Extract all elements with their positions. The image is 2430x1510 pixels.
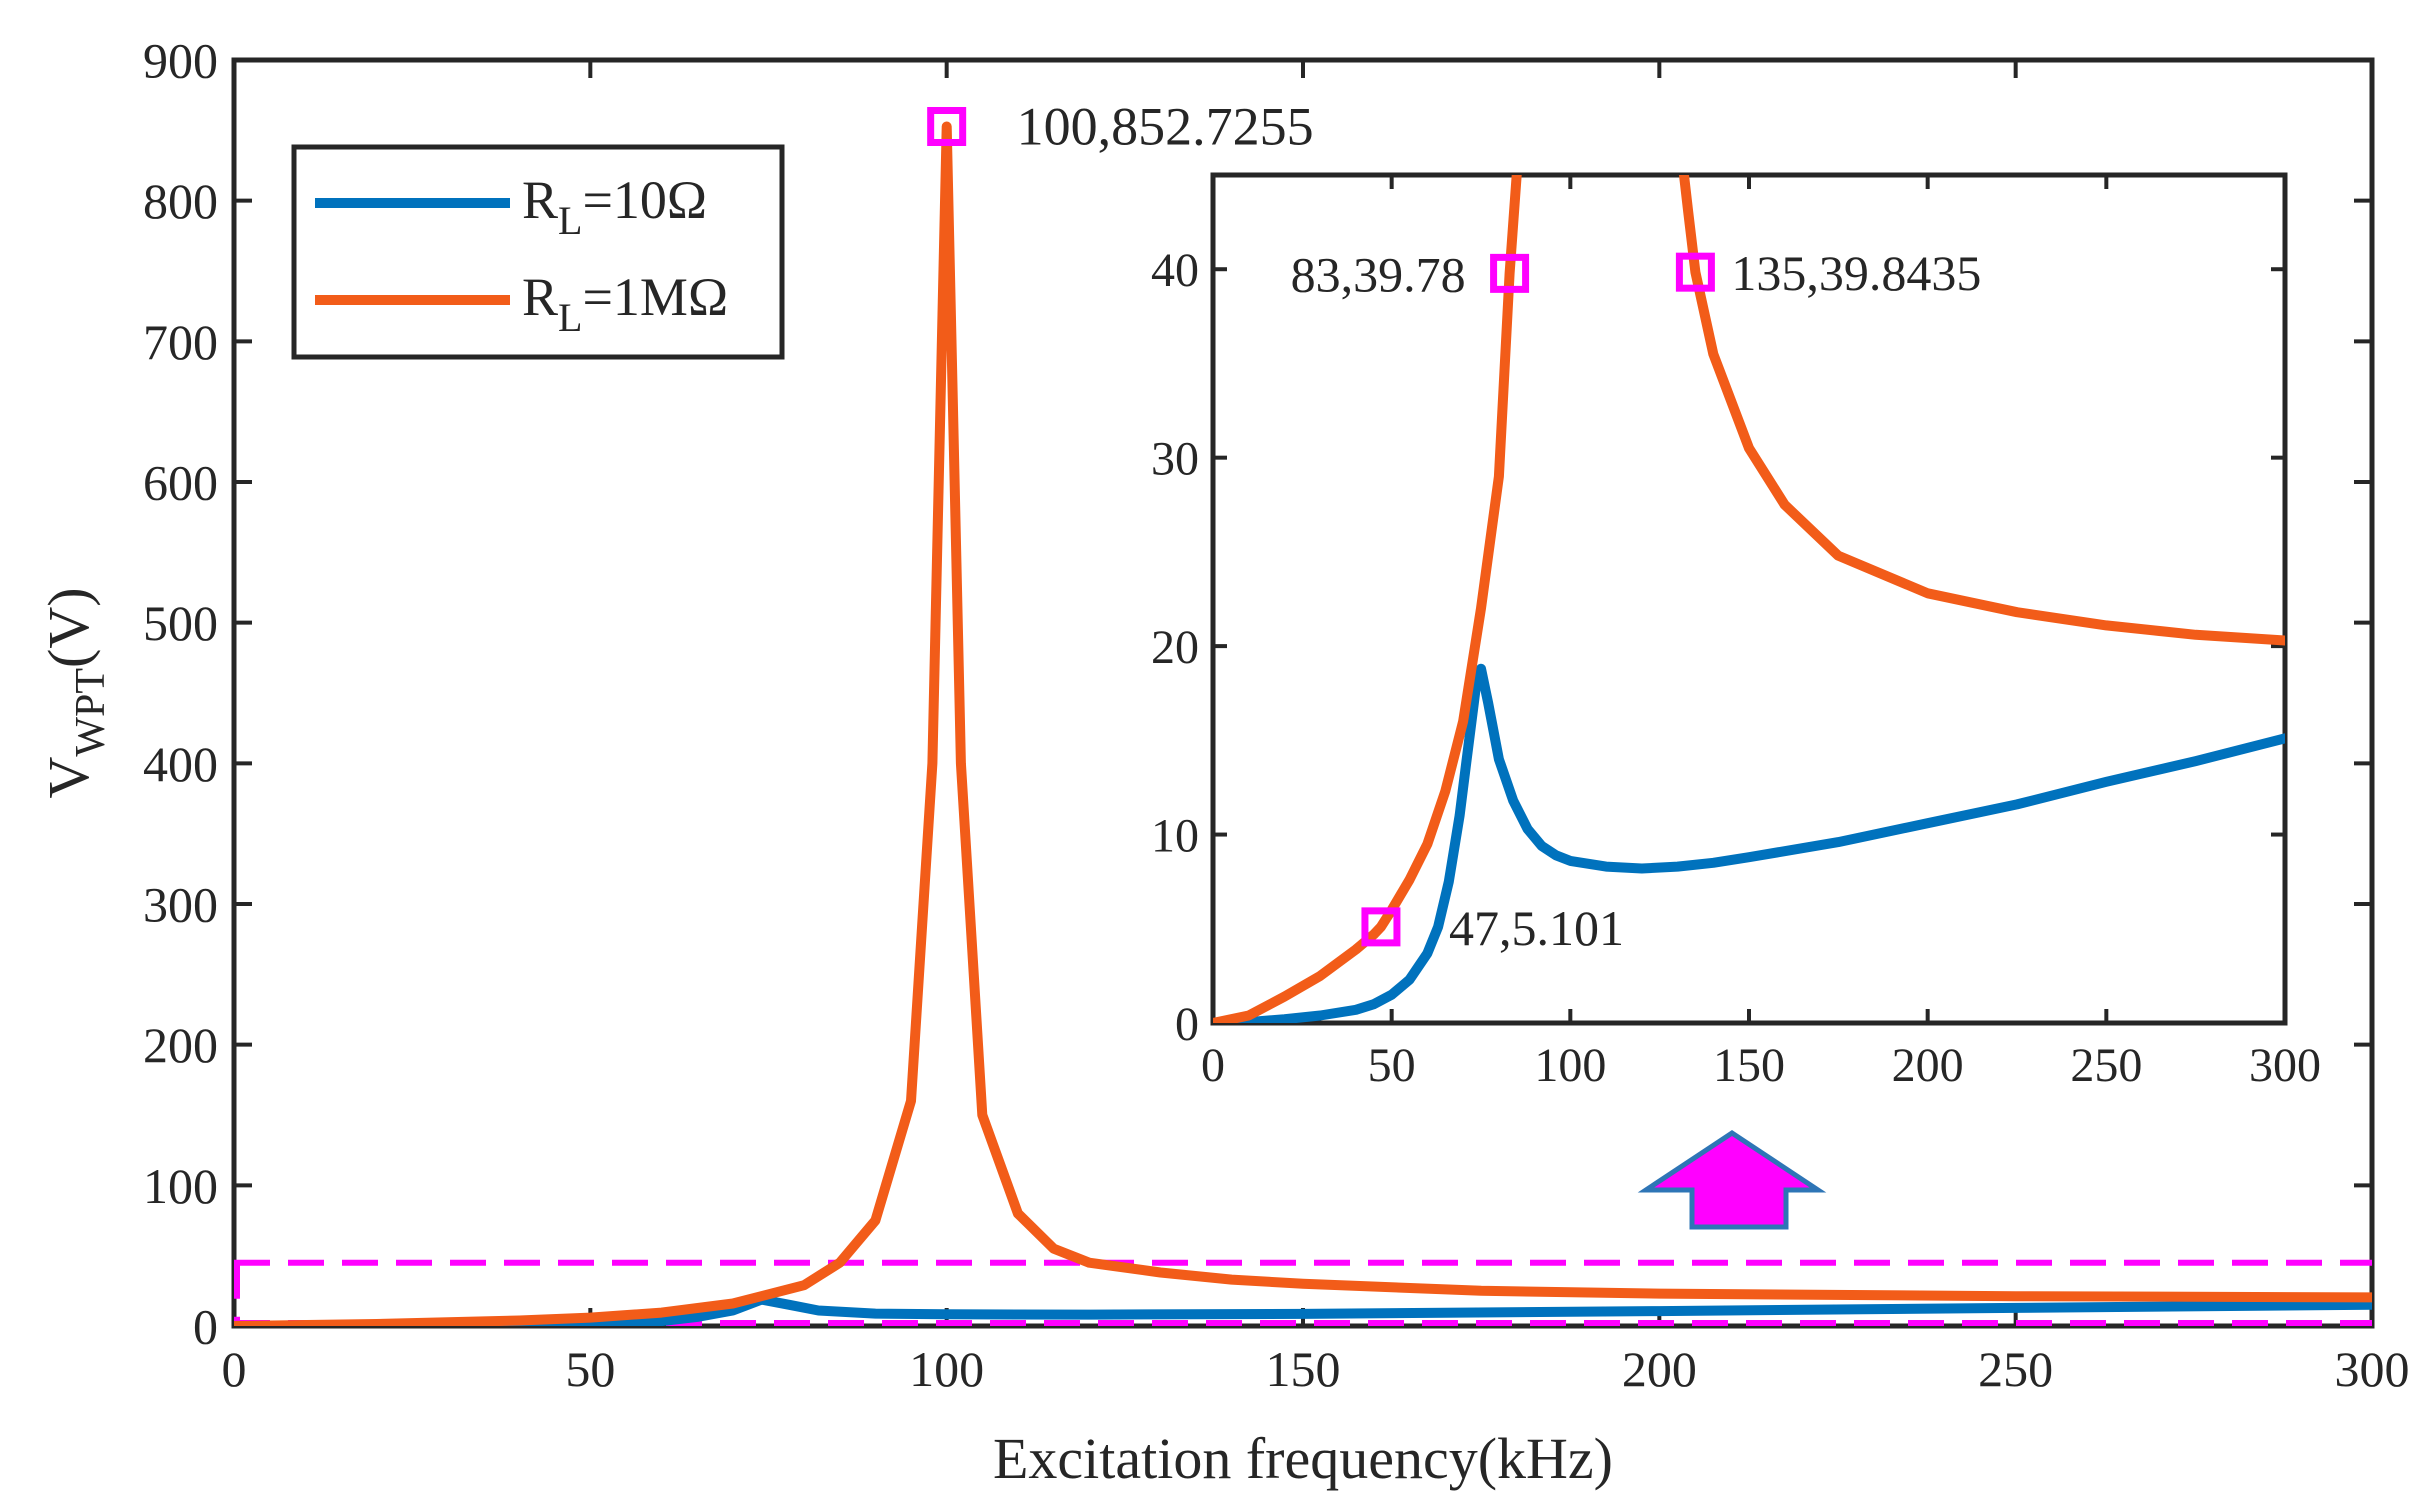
inset-x-tick-label-100: 100	[1534, 1039, 1606, 1092]
legend-label-rl-1-mohm: RL=1MΩ	[522, 267, 728, 340]
main-datatip-label-0: 100,852.7255	[1017, 96, 1314, 156]
legend-label-1-rest: =1MΩ	[582, 267, 728, 327]
inset-datatip-point-2	[1377, 923, 1385, 931]
inset-datatip-label-1: 135,39.8435	[1731, 245, 1981, 301]
legend-label-0-sub: L	[558, 198, 582, 243]
main-marker-layer	[927, 106, 967, 146]
inset-x-tick-label-0: 0	[1201, 1039, 1225, 1092]
inset-annotation-layer: 83,39.78 135,39.8435 47,5.101	[1291, 245, 1982, 956]
y-axis-label-main: V	[36, 757, 101, 799]
inset-datatip-label-2: 47,5.101	[1449, 900, 1624, 956]
main-y-tick-label-600: 600	[143, 455, 218, 511]
inset-y-tick-label-0: 0	[1175, 998, 1199, 1051]
y-axis-label-subscript: WPT	[68, 668, 114, 757]
inset-x-tick-label-250: 250	[2070, 1039, 2142, 1092]
legend-label-0-base: R	[522, 170, 558, 230]
main-y-tick-label-500: 500	[143, 595, 218, 651]
legend-label-1-sub: L	[558, 295, 582, 340]
y-axis-label: VWPT(V)	[36, 587, 114, 798]
inset-y-tick-label-10: 10	[1151, 809, 1199, 862]
inset-x-tick-label-300: 300	[2249, 1039, 2321, 1092]
inset-series-line-rl-10-ohm	[1213, 663, 2285, 1023]
main-annotation-layer: 100,852.7255	[1017, 96, 1314, 156]
legend-box	[291, 144, 785, 360]
series-line-rl-10-ohm	[234, 1294, 2372, 1326]
main-y-tick-label-800: 800	[143, 173, 218, 229]
main-x-tick-label-0: 0	[222, 1341, 247, 1397]
main-y-tick-label-900: 900	[143, 33, 218, 89]
inset-datatip-point-0	[1506, 269, 1514, 277]
legend-label-0-rest: =10Ω	[582, 170, 707, 230]
inset-x-tick-label-150: 150	[1713, 1039, 1785, 1092]
legend-label-1-base: R	[522, 267, 558, 327]
inset-y-ticks: 0 10 20 30 40	[1151, 244, 2285, 1051]
legend: RL=10Ω RL=1MΩ	[291, 144, 785, 360]
inset-datatip-marker-2	[1361, 907, 1401, 947]
y-axis-label-unit: (V)	[36, 587, 101, 668]
legend-label-rl-10-ohm: RL=10Ω	[522, 170, 707, 243]
main-x-tick-label-100: 100	[909, 1341, 984, 1397]
main-y-tick-label-200: 200	[143, 1017, 218, 1073]
inset-datatip-marker-0	[1490, 253, 1530, 293]
inset-series-line-rl-1-mohm	[1213, 175, 2285, 1023]
inset-plot-frame	[1210, 172, 2288, 1026]
main-x-tick-label-200: 200	[1622, 1341, 1697, 1397]
inset-x-tick-label-200: 200	[1892, 1039, 1964, 1092]
main-y-tick-label-400: 400	[143, 736, 218, 792]
inset-datatip-label-0: 83,39.78	[1291, 246, 1466, 302]
inset-y-tick-label-20: 20	[1151, 621, 1199, 674]
main-x-tick-label-250: 250	[1978, 1341, 2053, 1397]
main-datatip-marker-0	[927, 106, 967, 146]
main-y-tick-label-100: 100	[143, 1158, 218, 1214]
main-x-ticks: 0 50 100 150 200 250 300	[222, 60, 2410, 1397]
inset-datatip-point-1	[1691, 268, 1699, 276]
x-axis-label: Excitation frequency(kHz)	[993, 1426, 1613, 1491]
inset-x-ticks: 0 50 100 150 200 250 300	[1201, 175, 2321, 1092]
series-line-rl-1-mohm	[234, 121, 2372, 1326]
inset-marker-layer	[1361, 252, 1715, 947]
inset-x-tick-label-50: 50	[1368, 1039, 1416, 1092]
inset-axes: 0 50 100 150 200 250 300 0 10 20 30 40 83,39.78 135…	[1151, 172, 2321, 1092]
main-datatip-point-0	[943, 122, 951, 130]
inset-datatip-marker-1	[1675, 252, 1715, 292]
inset-y-tick-label-30: 30	[1151, 432, 1199, 485]
inset-y-tick-label-40: 40	[1151, 244, 1199, 297]
main-y-tick-label-700: 700	[143, 314, 218, 370]
main-x-tick-label-50: 50	[565, 1341, 615, 1397]
main-y-tick-label-300: 300	[143, 877, 218, 933]
main-y-tick-label-0: 0	[193, 1299, 218, 1355]
main-x-tick-label-300: 300	[2335, 1341, 2410, 1397]
zoom-arrow-icon	[1637, 1130, 1827, 1230]
main-x-tick-label-150: 150	[1266, 1341, 1341, 1397]
